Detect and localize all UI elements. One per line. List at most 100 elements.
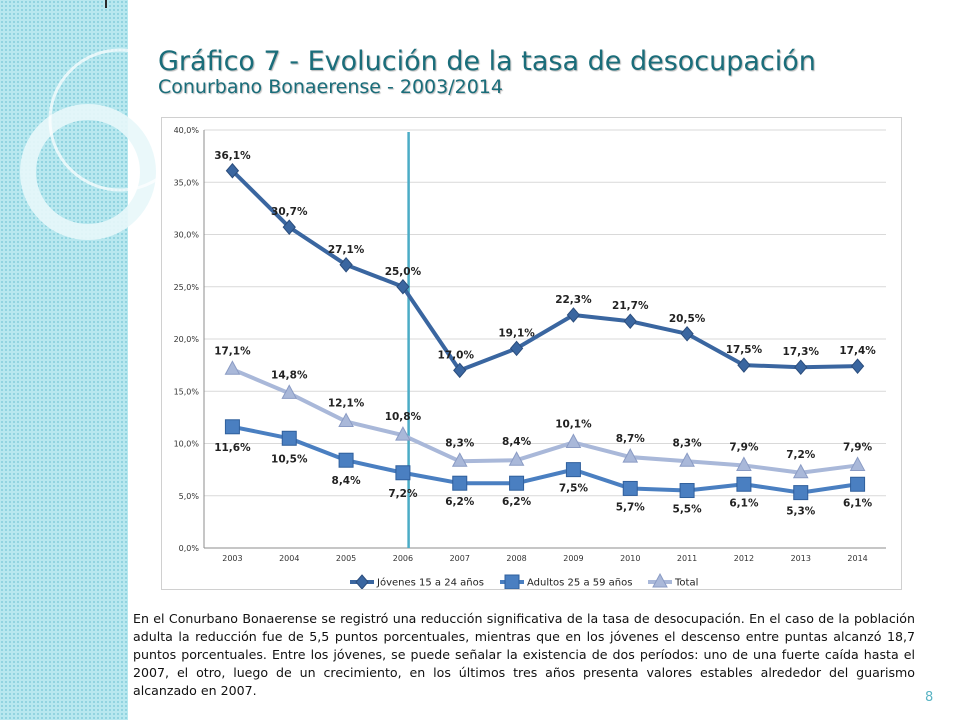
- x-tick-label: 2005: [336, 554, 356, 563]
- data-point-total: [565, 433, 582, 448]
- series-line-adultos: [232, 424, 858, 495]
- y-tick-label: 40,0%: [174, 126, 200, 135]
- data-label-jovenes: 17,0%: [438, 349, 475, 361]
- data-label-total: 7,9%: [729, 441, 759, 453]
- y-tick-label: 15,0%: [174, 387, 200, 396]
- data-point-adultos: [509, 475, 525, 491]
- legend-marker-jovenes: [355, 574, 369, 589]
- legend-label-total: Total: [674, 578, 698, 589]
- data-label-total: 10,1%: [555, 418, 592, 430]
- line-chart: 0,0% 5,0% 10,0% 15,0% 20,0% 25,0% 30,0% 35,0% 40…: [174, 126, 886, 589]
- data-label-adultos: 6,1%: [729, 497, 759, 509]
- legend-marker-adultos: [504, 574, 520, 589]
- data-point-adultos: [565, 462, 581, 478]
- data-label-adultos: 6,1%: [843, 497, 873, 509]
- data-point-adultos: [736, 476, 752, 492]
- x-tick-label: 2009: [563, 554, 583, 563]
- data-label-adultos: 5,3%: [786, 506, 816, 518]
- data-label-total: 8,7%: [616, 433, 646, 445]
- series-line-jovenes: [231, 169, 858, 373]
- y-tick-label: 25,0%: [174, 283, 200, 292]
- data-point-jovenes: [850, 358, 865, 374]
- data-label-jovenes: 17,5%: [726, 344, 763, 356]
- data-label-total: 8,3%: [673, 437, 703, 449]
- data-point-adultos: [452, 475, 468, 491]
- data-point-total: [281, 384, 298, 399]
- data-point-jovenes: [623, 313, 637, 330]
- data-point-adultos: [850, 476, 866, 492]
- data-point-jovenes: [282, 219, 296, 235]
- data-label-jovenes: 20,5%: [669, 313, 706, 325]
- chart-container: 0,0% 5,0% 10,0% 15,0% 20,0% 25,0% 30,0% 35,0% 40…: [161, 117, 902, 590]
- data-label-adultos: 7,2%: [388, 488, 418, 500]
- series-line-total: [231, 367, 858, 475]
- data-point-total: [679, 452, 695, 467]
- data-label-jovenes: 17,3%: [783, 346, 820, 358]
- data-label-jovenes: 27,1%: [328, 244, 365, 256]
- data-point-jovenes: [737, 357, 751, 373]
- x-tick-label: 2003: [222, 554, 242, 563]
- data-point-adultos: [281, 430, 297, 446]
- data-label-adultos: 11,6%: [214, 442, 251, 454]
- data-point-adultos: [338, 452, 354, 468]
- data-label-adultos: 6,2%: [445, 496, 475, 508]
- page-number: 8: [925, 690, 934, 705]
- legend-label-jovenes: Jóvenes 15 a 24 años: [376, 577, 484, 589]
- data-label-total: 7,2%: [786, 449, 816, 461]
- data-label-jovenes: 25,0%: [385, 266, 422, 278]
- data-point-jovenes: [339, 257, 353, 273]
- data-label-jovenes: 36,1%: [214, 150, 251, 162]
- data-point-total: [736, 456, 752, 471]
- data-point-jovenes: [794, 359, 808, 375]
- y-tick-label: 10,0%: [174, 440, 200, 449]
- y-tick-label: 35,0%: [174, 178, 200, 187]
- x-tick-label: 2006: [393, 554, 413, 563]
- data-label-total: 8,3%: [445, 437, 475, 449]
- data-point-adultos: [793, 485, 809, 501]
- data-point-total: [338, 412, 354, 428]
- data-point-total: [224, 360, 241, 375]
- data-point-jovenes: [680, 326, 694, 342]
- y-tick-label: 20,0%: [174, 335, 200, 344]
- data-label-jovenes: 17,4%: [839, 345, 876, 357]
- data-label-adultos: 5,7%: [616, 501, 646, 513]
- x-tick-label: 2012: [734, 554, 754, 563]
- data-point-adultos: [224, 419, 240, 435]
- legend-marker-total: [652, 572, 668, 588]
- data-label-total: 8,4%: [502, 436, 532, 448]
- data-label-jovenes: 21,7%: [612, 300, 649, 312]
- data-label-total: 14,8%: [271, 369, 308, 381]
- decorative-circles: [20, 0, 180, 240]
- data-label-adultos: 10,5%: [271, 453, 308, 465]
- data-label-total: 10,8%: [385, 411, 422, 423]
- data-point-adultos: [622, 480, 638, 496]
- data-label-adultos: 8,4%: [332, 475, 362, 487]
- chart-title: Gráfico 7 - Evolución de la tasa de deso…: [158, 46, 816, 77]
- data-point-jovenes: [225, 162, 240, 179]
- x-tick-label: 2011: [677, 554, 697, 563]
- data-label-adultos: 5,5%: [673, 504, 703, 516]
- data-label-adultos: 7,5%: [559, 483, 589, 495]
- y-tick-label: 30,0%: [174, 231, 200, 240]
- data-point-total: [622, 448, 639, 463]
- data-point-total: [451, 452, 468, 467]
- side-band-edge: [128, 0, 136, 720]
- y-tick-label: 0,0%: [179, 544, 200, 553]
- data-label-adultos: 6,2%: [502, 496, 532, 508]
- data-point-jovenes: [453, 362, 467, 379]
- data-point-adultos: [679, 483, 695, 499]
- data-point-total: [849, 456, 866, 471]
- data-point-jovenes: [566, 307, 581, 323]
- data-label-total: 7,9%: [843, 441, 873, 453]
- x-tick-label: 2004: [279, 554, 299, 563]
- data-point-adultos: [395, 465, 411, 481]
- data-label-jovenes: 30,7%: [271, 206, 308, 218]
- data-label-total: 12,1%: [328, 398, 365, 410]
- data-point-total: [792, 463, 809, 479]
- x-tick-label: 2014: [847, 554, 867, 563]
- data-point-jovenes: [396, 278, 410, 295]
- legend-label-adultos: Adultos 25 a 59 años: [527, 578, 632, 589]
- description-paragraph: En el Conurbano Bonaerense se registró u…: [133, 611, 915, 698]
- data-point-jovenes: [509, 340, 524, 357]
- data-label-total: 17,1%: [214, 345, 251, 357]
